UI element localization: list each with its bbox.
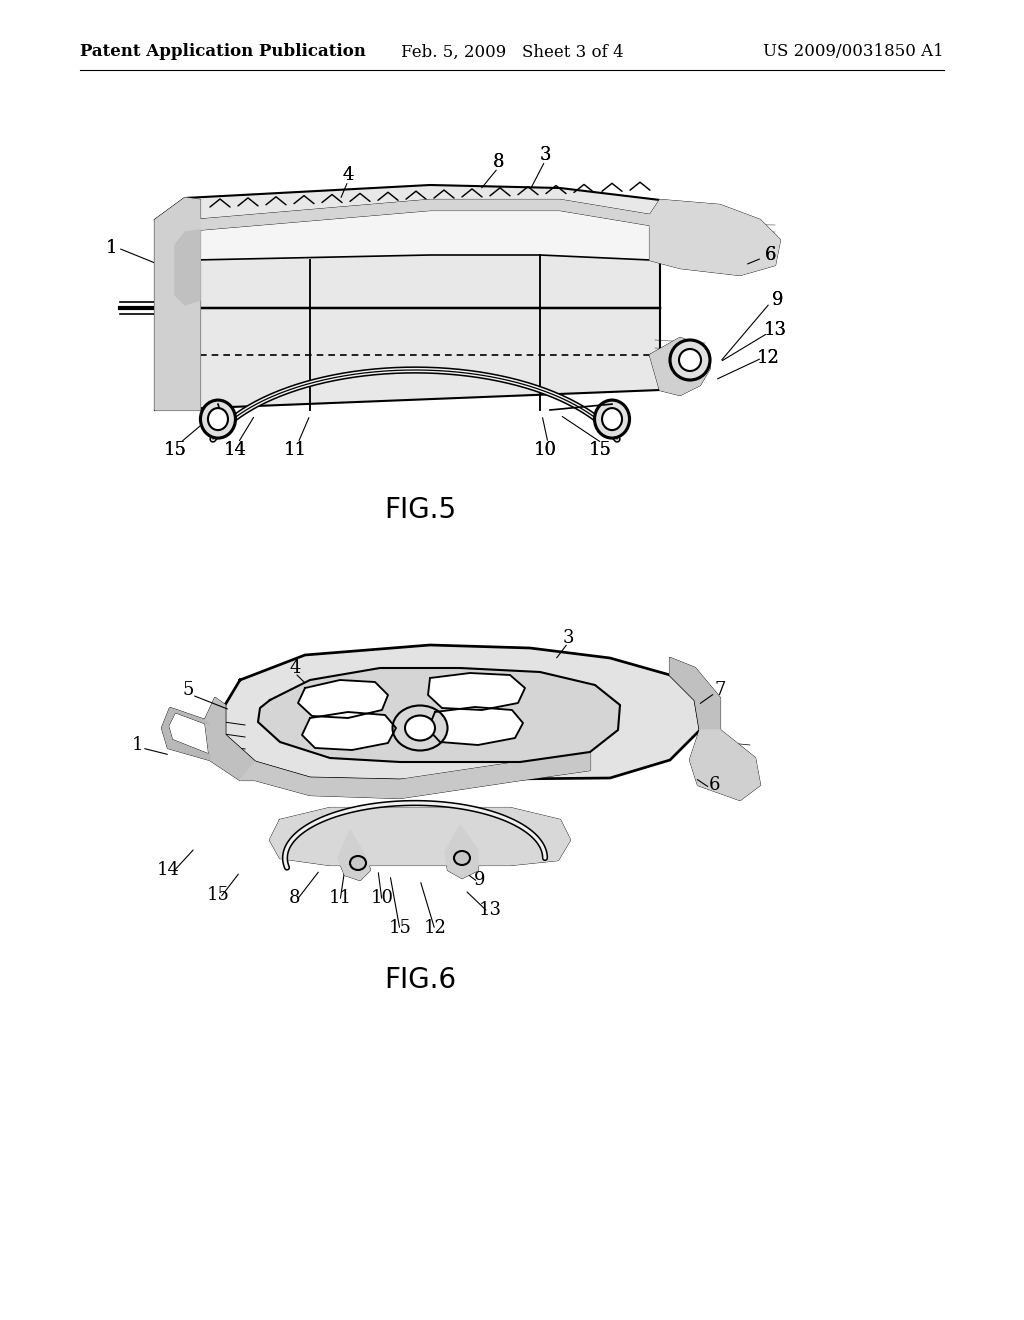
Polygon shape [155,185,660,411]
Text: 10: 10 [534,441,556,459]
Polygon shape [155,198,200,411]
Ellipse shape [201,400,236,438]
Ellipse shape [392,705,447,751]
Text: Feb. 5, 2009   Sheet 3 of 4: Feb. 5, 2009 Sheet 3 of 4 [400,44,624,61]
Text: 15: 15 [164,441,186,459]
Ellipse shape [208,408,228,430]
Polygon shape [270,808,570,865]
Text: Patent Application Publication: Patent Application Publication [80,44,366,61]
Ellipse shape [602,408,622,430]
Text: 12: 12 [424,919,446,937]
Polygon shape [428,673,525,710]
Text: 4: 4 [290,659,301,677]
Polygon shape [302,711,396,750]
Text: FIG.6: FIG.6 [384,966,456,994]
Text: 9: 9 [474,871,485,888]
Text: 13: 13 [478,902,502,919]
Text: 6: 6 [710,776,721,795]
Ellipse shape [454,851,470,865]
Text: 14: 14 [223,441,247,459]
Text: 1: 1 [132,737,143,754]
Text: 6: 6 [764,246,776,264]
Text: 11: 11 [329,888,351,907]
Polygon shape [195,205,650,260]
Polygon shape [258,668,620,762]
Text: 15: 15 [388,919,412,937]
Polygon shape [445,825,478,878]
Text: 6: 6 [764,246,776,264]
Text: 9: 9 [772,290,783,309]
Polygon shape [162,708,210,760]
Text: 3: 3 [562,630,573,647]
Text: 1: 1 [106,239,118,257]
Text: 10: 10 [534,441,556,459]
Polygon shape [225,645,700,780]
Polygon shape [298,680,388,718]
Ellipse shape [406,715,435,741]
Polygon shape [428,708,523,744]
Polygon shape [690,730,760,800]
Ellipse shape [350,855,366,870]
Text: 8: 8 [493,153,504,172]
Polygon shape [670,657,720,730]
Polygon shape [240,752,590,799]
Polygon shape [195,201,650,230]
Text: 12: 12 [757,348,779,367]
Ellipse shape [679,348,701,371]
Text: 7: 7 [715,681,726,700]
Text: 3: 3 [540,147,551,164]
Polygon shape [650,201,780,275]
Text: 14: 14 [223,441,247,459]
Text: FIG.5: FIG.5 [384,496,456,524]
Text: 14: 14 [157,861,179,879]
Text: 8: 8 [493,153,504,172]
Text: 13: 13 [764,321,786,339]
Ellipse shape [670,341,710,380]
Text: 9: 9 [772,290,783,309]
Polygon shape [338,830,370,880]
Polygon shape [205,698,255,780]
Text: 5: 5 [182,681,194,700]
Polygon shape [175,230,200,305]
Text: 4: 4 [342,166,353,183]
Text: 4: 4 [342,166,353,183]
Text: 3: 3 [540,147,551,164]
Text: 11: 11 [284,441,306,459]
Text: US 2009/0031850 A1: US 2009/0031850 A1 [763,44,944,61]
Text: 15: 15 [589,441,611,459]
Text: 11: 11 [284,441,306,459]
Text: 1: 1 [106,239,118,257]
Text: 13: 13 [764,321,786,339]
Polygon shape [650,338,710,395]
Text: 8: 8 [289,888,301,907]
Text: 15: 15 [207,886,229,904]
Ellipse shape [595,400,630,438]
Text: 12: 12 [757,348,779,367]
Text: 15: 15 [589,441,611,459]
Text: 10: 10 [371,888,393,907]
Text: 15: 15 [164,441,186,459]
